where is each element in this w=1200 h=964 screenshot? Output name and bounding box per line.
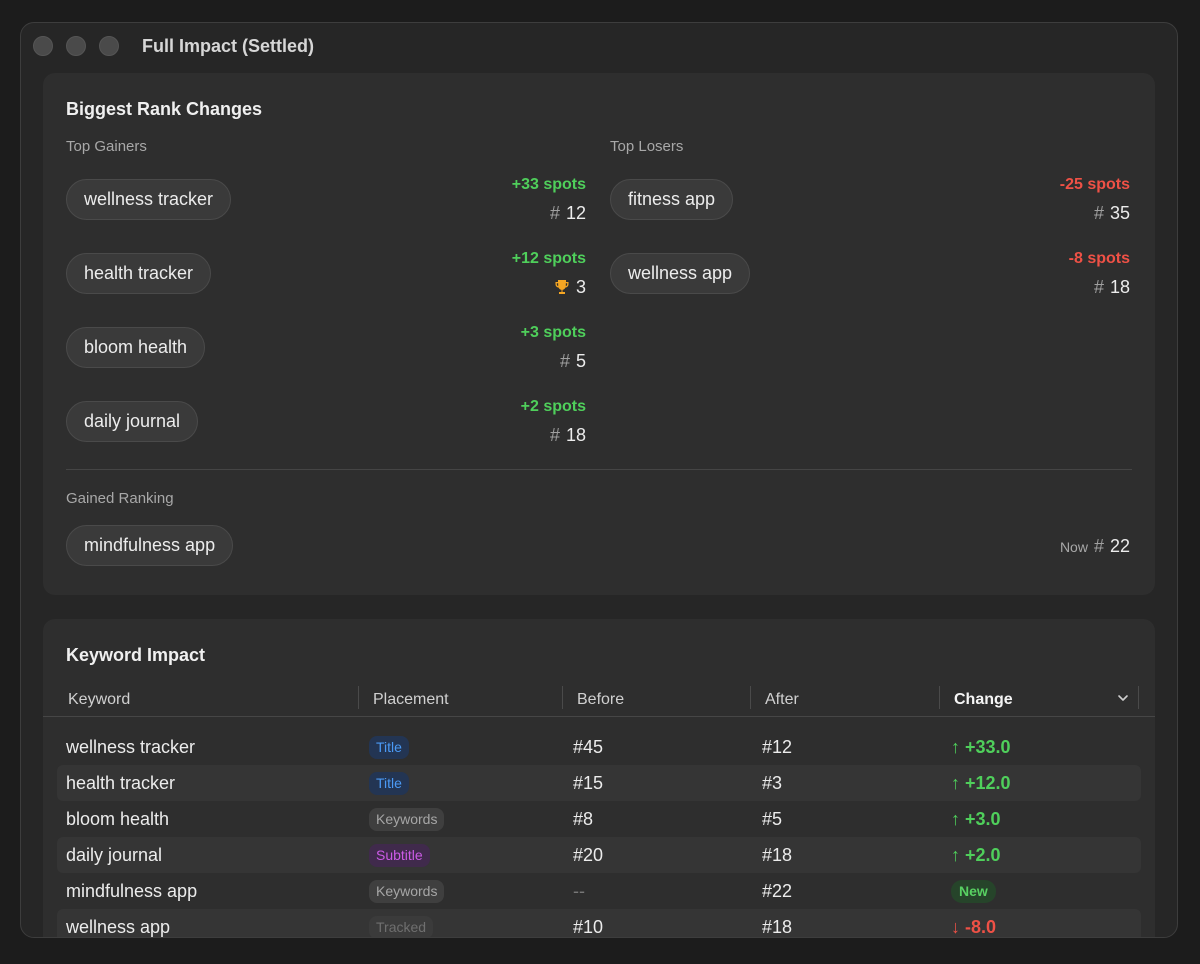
after-cell: #18 xyxy=(762,917,793,937)
gainer-delta: +2 spots xyxy=(520,398,586,415)
placement-badge: Keywords xyxy=(369,880,445,903)
keyword-impact-title: Keyword Impact xyxy=(66,645,206,665)
zoom-window-button[interactable] xyxy=(99,36,119,56)
close-window-button[interactable] xyxy=(33,36,53,56)
gainer-keyword-chip[interactable]: bloom health xyxy=(66,327,206,368)
column-header-keyword[interactable]: Keyword xyxy=(68,691,131,708)
new-badge: New xyxy=(951,880,996,903)
column-header-after[interactable]: After xyxy=(765,691,799,708)
column-header-before[interactable]: Before xyxy=(577,691,625,708)
gainer-rank: 3 xyxy=(426,277,586,300)
after-cell: #5 xyxy=(762,809,783,829)
before-cell: -- xyxy=(573,881,585,901)
change-cell: ↑ +33.0 xyxy=(951,737,1011,757)
gainer-keyword-chip[interactable]: health tracker xyxy=(66,253,212,294)
after-cell: #3 xyxy=(762,773,783,793)
gainer-rank: #12 xyxy=(426,203,586,224)
after-cell: #12 xyxy=(762,737,793,757)
title-bar: Full Impact (Settled) xyxy=(21,23,1177,69)
gainer-keyword-chip[interactable]: wellness tracker xyxy=(66,179,232,220)
column-separator[interactable] xyxy=(358,686,359,709)
column-separator[interactable] xyxy=(750,686,751,709)
loser-rank-value: 18 xyxy=(1109,277,1130,297)
gainer-delta: +3 spots xyxy=(520,324,586,341)
hash-icon: # xyxy=(559,351,570,371)
hash-icon: # xyxy=(1093,536,1104,556)
placement-badge: Title xyxy=(369,736,409,759)
table-row[interactable]: wellness tracker Title #45 #12 ↑ +33.0 xyxy=(57,729,1141,765)
keyword-cell: daily journal xyxy=(66,845,163,865)
column-separator[interactable] xyxy=(1138,686,1139,709)
before-cell: #45 xyxy=(573,737,604,757)
column-separator[interactable] xyxy=(939,686,940,709)
column-header-placement[interactable]: Placement xyxy=(373,691,449,708)
placement-badge: Keywords xyxy=(369,808,445,831)
window-title: Full Impact (Settled) xyxy=(142,36,315,56)
gainer-keyword-chip[interactable]: daily journal xyxy=(66,401,199,442)
gainer-rank: #18 xyxy=(426,425,586,446)
before-cell: #20 xyxy=(573,845,604,865)
hash-icon: # xyxy=(549,425,560,445)
table-row[interactable]: daily journal Subtitle #20 #18 ↑ +2.0 xyxy=(57,837,1141,873)
full-impact-window: Full Impact (Settled) Biggest Rank Chang… xyxy=(20,22,1178,938)
placement-badge: Subtitle xyxy=(369,844,430,867)
column-separator[interactable] xyxy=(562,686,563,709)
change-cell: ↓ -8.0 xyxy=(951,917,997,937)
change-cell: ↑ +2.0 xyxy=(951,845,1001,865)
table-row[interactable]: bloom health Keywords #8 #5 ↑ +3.0 xyxy=(57,801,1141,837)
keyword-cell: health tracker xyxy=(66,773,176,793)
change-cell: ↑ +3.0 xyxy=(951,809,1001,829)
table-row[interactable]: mindfulness app Keywords -- #22 New xyxy=(57,873,1141,909)
gained-rank: Now #22 xyxy=(930,536,1130,557)
loser-rank: #35 xyxy=(970,203,1130,224)
table-row[interactable]: health tracker Title #15 #3 ↑ +12.0 xyxy=(57,765,1141,801)
loser-delta: -8 spots xyxy=(1068,250,1130,267)
gainer-rank: #5 xyxy=(426,351,586,372)
loser-delta: -25 spots xyxy=(1059,176,1130,193)
gainer-rank-value: 5 xyxy=(575,351,586,371)
hash-icon: # xyxy=(549,203,560,223)
table-header: Keyword Placement Before After Change xyxy=(43,681,1155,717)
gainer-rank-value: 12 xyxy=(565,203,586,223)
before-cell: #8 xyxy=(573,809,594,829)
hash-icon: # xyxy=(1093,277,1104,297)
table-row[interactable]: wellness app Tracked #10 #18 ↓ -8.0 xyxy=(57,909,1141,937)
rank-changes-title: Biggest Rank Changes xyxy=(66,99,263,119)
gainer-delta: +12 spots xyxy=(511,250,586,267)
before-cell: #10 xyxy=(573,917,604,937)
loser-rank: #18 xyxy=(970,277,1130,298)
column-header-change[interactable]: Change xyxy=(954,691,1013,708)
keyword-cell: wellness app xyxy=(66,917,171,937)
now-label: Now xyxy=(1059,539,1088,555)
gainer-delta: +33 spots xyxy=(511,176,586,193)
chevron-down-icon[interactable] xyxy=(1117,693,1129,703)
top-losers-label: Top Losers xyxy=(610,138,684,155)
rank-changes-panel: Biggest Rank Changes Top Gainers Top Los… xyxy=(43,73,1155,595)
top-gainers-label: Top Gainers xyxy=(66,138,147,155)
keyword-impact-panel: Keyword Impact Keyword Placement Before … xyxy=(43,619,1155,937)
trophy-icon xyxy=(554,279,570,300)
loser-keyword-chip[interactable]: fitness app xyxy=(610,179,734,220)
change-cell: ↑ +12.0 xyxy=(951,773,1011,793)
gainer-rank-value: 3 xyxy=(575,277,586,297)
loser-rank-value: 35 xyxy=(1109,203,1130,223)
placement-badge: Tracked xyxy=(369,916,434,937)
after-cell: #22 xyxy=(762,881,793,901)
section-divider xyxy=(66,469,1132,470)
gained-keyword-chip[interactable]: mindfulness app xyxy=(66,525,234,566)
minimize-window-button[interactable] xyxy=(66,36,86,56)
keyword-cell: wellness tracker xyxy=(66,737,196,757)
before-cell: #15 xyxy=(573,773,604,793)
loser-keyword-chip[interactable]: wellness app xyxy=(610,253,751,294)
gained-ranking-label: Gained Ranking xyxy=(66,490,174,507)
keyword-cell: bloom health xyxy=(66,809,170,829)
hash-icon: # xyxy=(1093,203,1104,223)
after-cell: #18 xyxy=(762,845,793,865)
gainer-rank-value: 18 xyxy=(565,425,586,445)
placement-badge: Title xyxy=(369,772,409,795)
keyword-cell: mindfulness app xyxy=(66,881,198,901)
gained-rank-value: 22 xyxy=(1109,536,1130,556)
